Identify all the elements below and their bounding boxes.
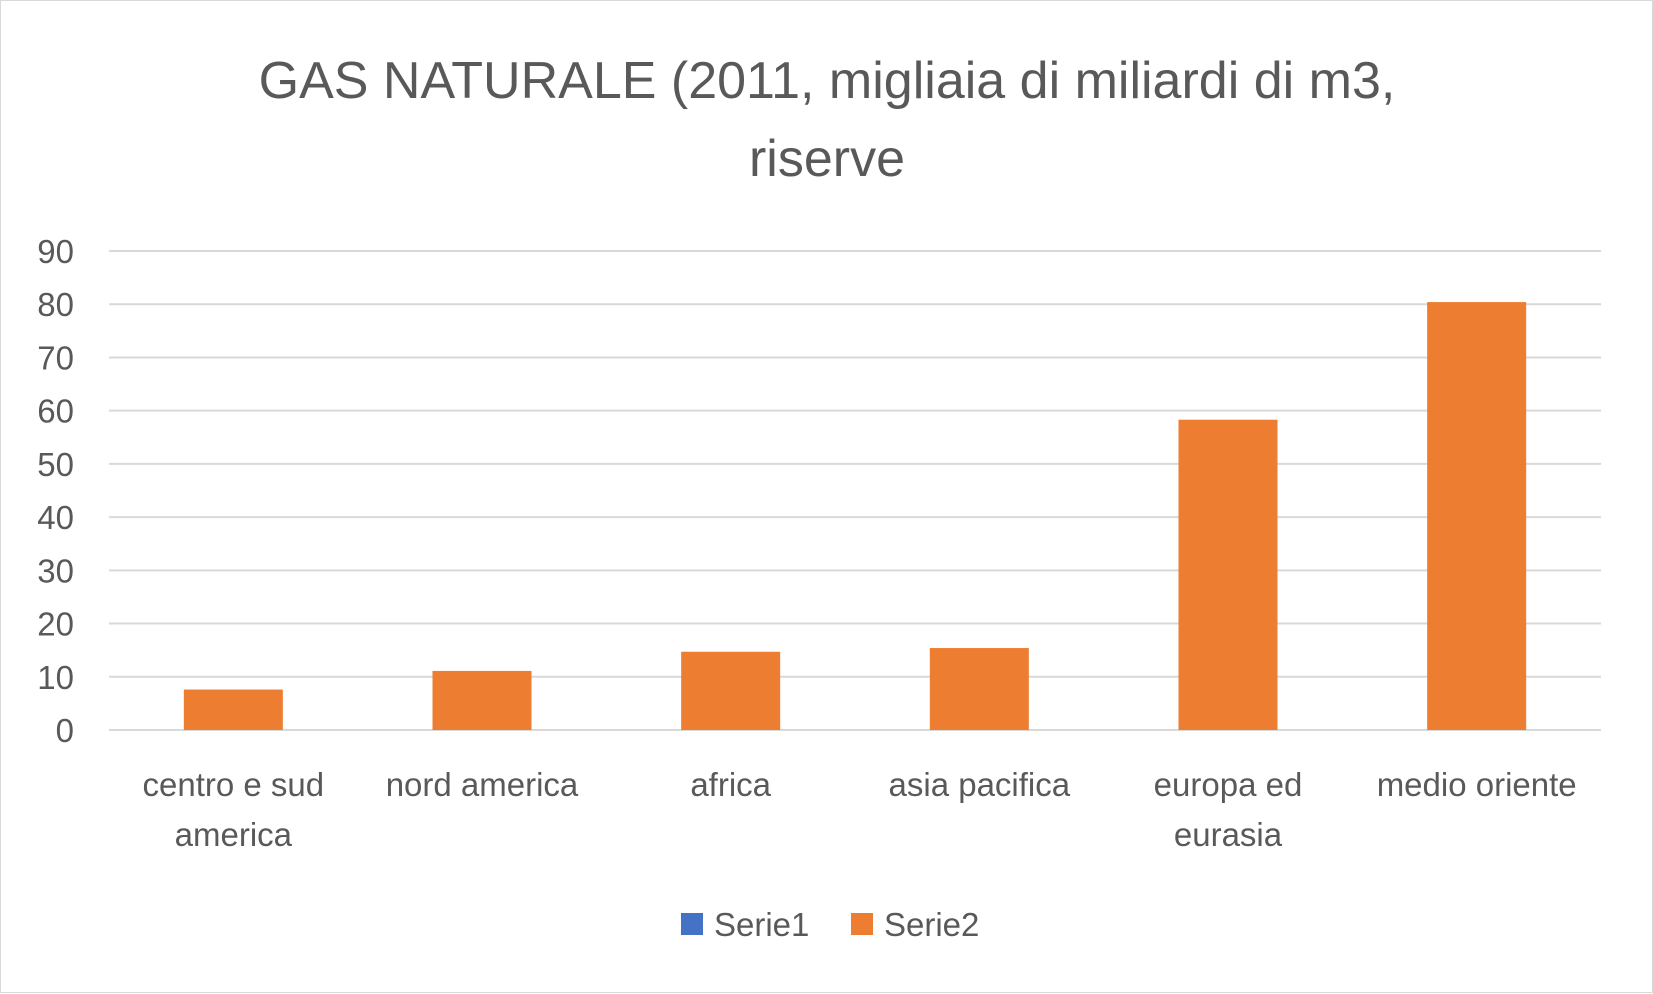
legend-label-serie1: Serie1 [714, 906, 809, 943]
y-tick-label: 10 [37, 659, 74, 696]
chart-title-line: riserve [749, 130, 905, 188]
bars [183, 302, 1527, 730]
x-axis-categories: centro e sud america nord america africa asi… [143, 766, 1577, 853]
x-category-label: europa ed [1154, 766, 1303, 803]
x-category-label: asia pacifica [889, 766, 1071, 803]
chart-title: GAS NATURALE (2011, migliaia di miliardi… [259, 52, 1396, 188]
bar-serie2-4 [1178, 419, 1278, 730]
x-category-label: medio oriente [1377, 766, 1577, 803]
y-axis-ticks: 0 10 20 30 40 50 60 70 80 90 [37, 233, 74, 749]
x-category-label: america [175, 816, 293, 853]
y-tick-label: 70 [37, 339, 74, 376]
y-tick-label: 20 [37, 606, 74, 643]
x-category-label: eurasia [1174, 816, 1283, 853]
bar-serie2-2 [681, 651, 781, 730]
x-category-label: nord america [386, 766, 579, 803]
y-tick-label: 60 [37, 393, 74, 430]
y-tick-label: 80 [37, 286, 74, 323]
y-tick-label: 0 [56, 712, 74, 749]
legend-swatch-serie2 [851, 913, 873, 935]
legend-swatch-serie1 [681, 913, 703, 935]
x-category-label: centro e sud [143, 766, 325, 803]
y-tick-label: 40 [37, 499, 74, 536]
gridlines [109, 250, 1601, 731]
bar-serie2-0 [183, 689, 283, 730]
bar-serie2-5 [1427, 302, 1527, 730]
y-tick-label: 50 [37, 446, 74, 483]
legend-label-serie2: Serie2 [884, 906, 979, 943]
y-tick-label: 90 [37, 233, 74, 270]
y-tick-label: 30 [37, 552, 74, 589]
bar-serie2-1 [432, 670, 532, 730]
chart-title-line: GAS NATURALE (2011, migliaia di miliardi… [259, 52, 1396, 110]
legend: Serie1 Serie2 [681, 906, 979, 943]
bar-serie2-3 [929, 648, 1029, 730]
x-category-label: africa [690, 766, 771, 803]
